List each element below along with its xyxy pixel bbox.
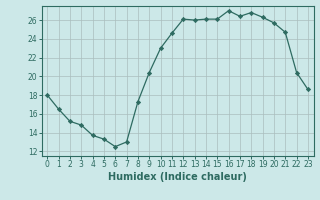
X-axis label: Humidex (Indice chaleur): Humidex (Indice chaleur) bbox=[108, 172, 247, 182]
